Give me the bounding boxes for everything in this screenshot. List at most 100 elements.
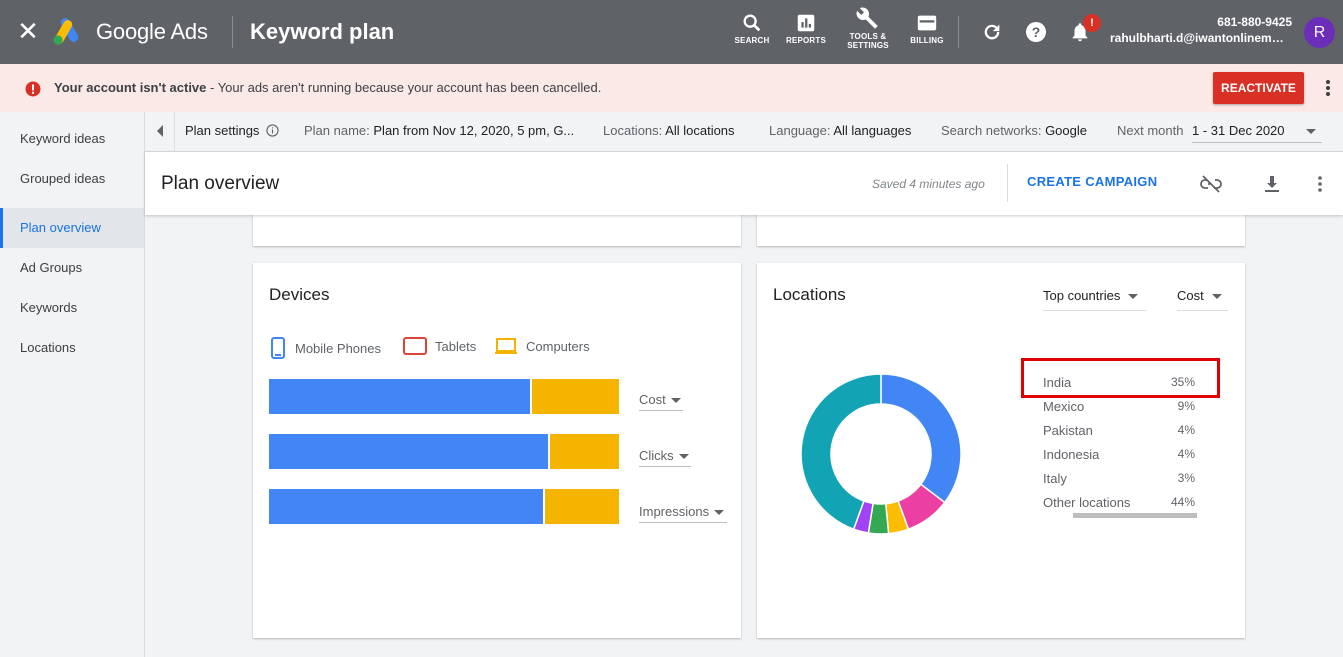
locations-label: Locations: — [603, 123, 663, 138]
unlink-button[interactable] — [1199, 172, 1223, 196]
sidebar-item-ad-groups[interactable]: Ad Groups — [20, 260, 83, 275]
sidebar-item-keywords[interactable]: Keywords — [20, 300, 78, 315]
top-bar: ✕ Google Ads Keyword plan SEARCH REPORTS… — [0, 0, 1343, 64]
avatar[interactable]: R — [1304, 17, 1335, 48]
legend-computers: Computers — [494, 337, 590, 355]
sidebar: Keyword ideas Grouped ideas Plan overvie… — [0, 112, 145, 657]
dropdown-arrow-icon — [714, 510, 725, 516]
location-name: Indonesia — [1043, 447, 1100, 462]
laptop-icon — [495, 338, 517, 354]
reports-tool[interactable]: REPORTS — [778, 10, 834, 45]
reports-label: REPORTS — [785, 36, 827, 45]
location-row-india: India 35% — [1043, 375, 1195, 395]
cost-computer-segment — [532, 379, 619, 414]
language-value: All languages — [833, 123, 912, 138]
link-off-icon — [1200, 175, 1222, 193]
plan-name[interactable]: Plan name: Plan from Nov 12, 2020, 5 pm,… — [304, 123, 574, 138]
legend-mobile-label: Mobile Phones — [295, 340, 381, 356]
language-label: Language: — [769, 123, 831, 138]
clicks-computer-segment — [549, 434, 619, 469]
impressions-metric-label: Impressions — [639, 504, 710, 519]
close-icon[interactable]: ✕ — [17, 17, 39, 47]
location-name: India — [1043, 375, 1072, 390]
alert-message: Your account isn't active - Your ads are… — [54, 80, 601, 95]
cost-tablet-segment — [530, 379, 533, 414]
locations-value: All locations — [665, 123, 735, 138]
saved-status: Saved 4 minutes ago — [872, 177, 985, 191]
divider — [1007, 164, 1008, 202]
sidebar-item-grouped-ideas[interactable]: Grouped ideas — [20, 171, 106, 186]
dropdown-arrow-icon — [678, 454, 689, 460]
cost-bar — [269, 379, 619, 414]
location-name: Pakistan — [1043, 423, 1093, 438]
account-email[interactable]: rahulbharti.d@iwantonlinemark… — [1110, 31, 1286, 45]
date-range-select[interactable]: 1 - 31 Dec 2020 — [1192, 121, 1322, 143]
dropdown-arrow-icon — [1306, 129, 1316, 134]
location-row-italy: Italy 3% — [1043, 471, 1195, 491]
location-name: Mexico — [1043, 399, 1085, 414]
plan-settings[interactable]: Plan settings — [185, 123, 279, 138]
top-countries-select[interactable]: Top countries — [1043, 288, 1146, 311]
locations-metric-select[interactable]: Cost — [1177, 288, 1228, 311]
reactivate-button[interactable]: REACTIVATE — [1213, 72, 1304, 104]
page-title: Keyword plan — [250, 19, 395, 44]
donut-slice-other-locations[interactable] — [800, 373, 882, 531]
wrench-icon — [856, 7, 878, 29]
language-setting[interactable]: Language: All languages — [769, 123, 911, 138]
divider — [958, 16, 959, 48]
locations-setting[interactable]: Locations: All locations — [603, 123, 735, 138]
cost-metric-select[interactable]: Cost — [639, 392, 683, 411]
billing-icon — [917, 15, 937, 31]
clicks-bar — [269, 434, 619, 469]
networks-value: Google — [1045, 123, 1087, 138]
plan-name-value: Plan from Nov 12, 2020, 5 pm, G... — [373, 123, 575, 138]
refresh-button[interactable] — [980, 20, 1004, 44]
more-options-button[interactable] — [1308, 172, 1332, 196]
tools-label: TOOLS & — [849, 32, 887, 41]
location-row-other: Other locations 44% — [1043, 495, 1195, 515]
create-campaign-button[interactable]: CREATE CAMPAIGN — [1027, 174, 1158, 189]
location-name: Other locations — [1043, 495, 1131, 510]
top-countries-label: Top countries — [1043, 288, 1121, 303]
more-vert-icon — [1318, 176, 1322, 192]
locations-metric-label: Cost — [1177, 288, 1204, 303]
billing-label: BILLING — [910, 36, 944, 45]
download-button[interactable] — [1260, 172, 1284, 196]
tools-settings[interactable]: TOOLS & SETTINGS — [840, 6, 896, 50]
other-locations-underline — [1073, 513, 1197, 518]
networks-setting[interactable]: Search networks: Google — [941, 123, 1087, 138]
donut-slice-india[interactable] — [880, 373, 962, 504]
search-tool[interactable]: SEARCH — [724, 10, 780, 45]
location-percent: 4% — [1177, 423, 1195, 437]
sidebar-item-plan-overview[interactable]: Plan overview — [0, 208, 144, 248]
plan-name-label: Plan name: — [304, 123, 370, 138]
refresh-icon — [984, 24, 1000, 40]
legend-tablets: Tablets — [403, 337, 476, 355]
clicks-metric-select[interactable]: Clicks — [639, 448, 691, 467]
billing-tool[interactable]: BILLING — [899, 10, 955, 45]
sidebar-item-locations[interactable]: Locations — [20, 340, 76, 355]
location-row-indonesia: Indonesia 4% — [1043, 447, 1195, 467]
locations-title: Locations — [773, 285, 846, 304]
legend-mobile: Mobile Phones — [271, 337, 381, 359]
date-range-value: 1 - 31 Dec 2020 — [1192, 123, 1285, 138]
divider — [232, 16, 233, 48]
india-highlight-box — [1021, 358, 1220, 398]
clicks-mobile-segment — [269, 434, 548, 469]
info-icon — [266, 124, 279, 137]
google-ads-logo — [53, 18, 79, 45]
devices-title: Devices — [269, 285, 330, 304]
settings-label: SETTINGS — [847, 41, 889, 50]
sidebar-item-keyword-ideas[interactable]: Keyword ideas — [20, 131, 106, 146]
more-vert-icon[interactable] — [1318, 76, 1338, 100]
alert-detail: - Your ads aren't running because your a… — [206, 80, 602, 95]
locations-donut-chart — [800, 373, 962, 535]
location-percent: 35% — [1170, 375, 1195, 389]
help-button[interactable]: ? — [1024, 20, 1048, 44]
location-percent: 44% — [1170, 495, 1195, 509]
collapse-button[interactable] — [145, 112, 175, 152]
tablet-icon — [403, 337, 427, 355]
cost-mobile-segment — [269, 379, 531, 414]
devices-card: Devices Mobile Phones Tablets Computers … — [253, 263, 741, 638]
impressions-metric-select[interactable]: Impressions — [639, 504, 727, 523]
